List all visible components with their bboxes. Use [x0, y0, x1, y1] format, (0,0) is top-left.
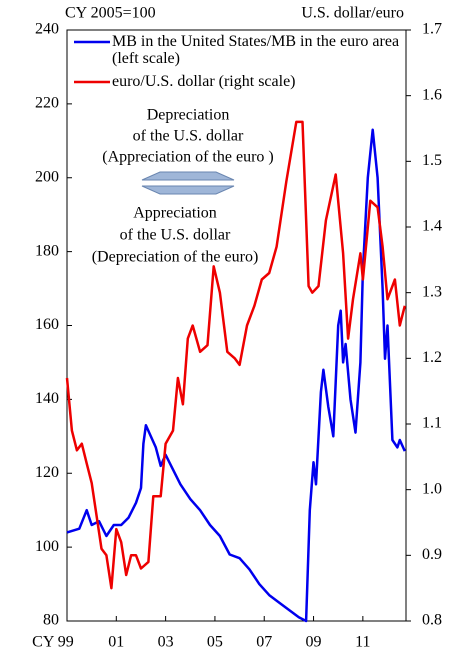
y2-axis-label: U.S. dollar/euro	[301, 5, 404, 22]
y-tick-label: 100	[35, 538, 59, 555]
y2-tick-label: 1.0	[422, 480, 442, 497]
data-line	[66, 128, 406, 623]
y-axis-label: CY 2005=100	[65, 5, 156, 22]
y2-tick-label: 0.9	[422, 546, 442, 563]
double-arrow	[141, 171, 235, 195]
y-tick-label: 240	[35, 21, 59, 38]
y-tick-label: 80	[43, 612, 59, 629]
x-tick-label: 07	[256, 634, 272, 651]
x-tick-label: 01	[108, 634, 124, 651]
data-line	[65, 120, 407, 590]
legend-label: MB in the United States/MB in the euro a…	[112, 33, 400, 67]
y2-tick-label: 1.1	[422, 415, 442, 432]
y-tick-label: 200	[35, 168, 59, 185]
y2-tick-label: 1.5	[422, 152, 442, 169]
y-tick-label: 220	[35, 95, 59, 112]
x-tick-label: 03	[158, 634, 174, 651]
y2-tick-label: 0.8	[422, 612, 442, 629]
x-tick-label: CY 99	[32, 634, 74, 651]
y-tick-label: 180	[35, 242, 59, 259]
x-tick-label: 11	[355, 634, 370, 651]
annotation: of the U.S. dollar	[120, 227, 231, 244]
legend-label: euro/U.S. dollar (right scale)	[112, 73, 296, 90]
x-tick-label: 05	[207, 634, 223, 651]
annotation: of the U.S. dollar	[133, 128, 244, 145]
y2-tick-label: 1.3	[422, 283, 442, 300]
y-tick-label: 140	[35, 390, 59, 407]
annotation: Appreciation	[133, 205, 217, 222]
annotation: (Depreciation of the euro)	[92, 249, 259, 266]
annotation: (Appreciation of the euro )	[102, 149, 273, 166]
y2-tick-label: 1.7	[422, 21, 442, 38]
y2-tick-label: 1.2	[422, 349, 442, 366]
x-tick-label: 09	[306, 634, 322, 651]
y2-tick-label: 1.4	[422, 218, 442, 235]
y-tick-label: 120	[35, 464, 59, 481]
y-tick-label: 160	[35, 316, 59, 333]
y2-tick-label: 1.6	[422, 86, 442, 103]
annotation: Depreciation	[147, 107, 230, 124]
